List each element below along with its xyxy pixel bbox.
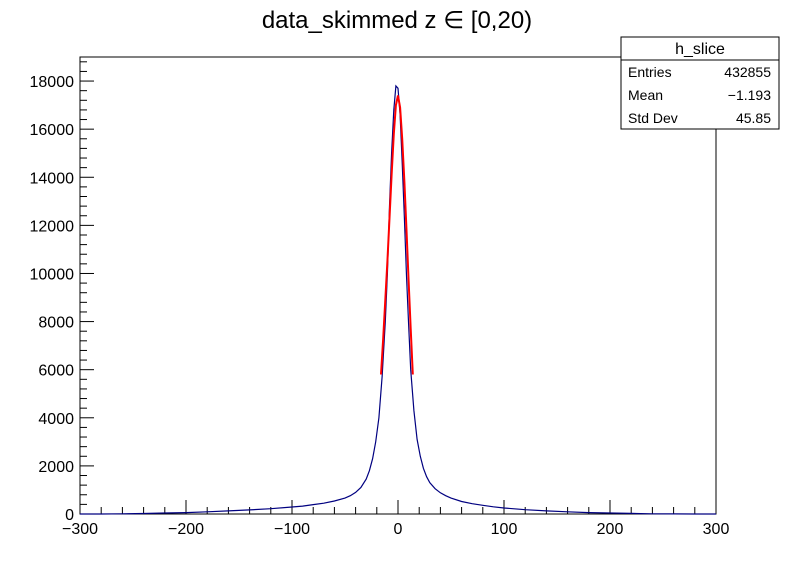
- chart-title: data_skimmed z ∈ [0,20): [262, 7, 532, 34]
- stats-box-title: h_slice: [675, 41, 725, 58]
- x-tick-label: 100: [491, 521, 518, 538]
- stats-mean-value: −1.193: [728, 87, 771, 103]
- y-tick-label: 16000: [30, 122, 75, 139]
- x-tick-label: 300: [703, 521, 730, 538]
- stats-stddev-label: Std Dev: [628, 110, 678, 126]
- y-tick-label: 4000: [38, 411, 74, 428]
- y-tick-label: 12000: [30, 218, 75, 235]
- y-tick-label: 14000: [30, 170, 75, 187]
- histogram-line: [80, 84, 716, 515]
- y-tick-label: 6000: [38, 363, 74, 380]
- x-tick-label: −200: [168, 521, 204, 538]
- stats-mean-label: Mean: [628, 87, 663, 103]
- y-tick-label: 2000: [38, 459, 74, 476]
- stats-box-frame: [620, 36, 780, 130]
- x-axis: −300 −200 −100 0 100 200 300: [62, 500, 729, 538]
- x-tick-label: 0: [394, 521, 403, 538]
- x-tick-label: −100: [274, 521, 310, 538]
- y-axis: 0 2000 4000 6000 8000 10000 12000 14000 16000 180…: [30, 61, 94, 524]
- fit-curve: [380, 95, 414, 375]
- series-group: [80, 84, 716, 515]
- y-tick-label: 18000: [30, 74, 75, 91]
- y-tick-label: 10000: [30, 266, 75, 283]
- x-tick-label: 200: [597, 521, 624, 538]
- stats-entries-label: Entries: [628, 64, 672, 80]
- stats-box: h_slice Entries 432855 Mean −1.193 Std D…: [620, 36, 780, 130]
- stats-stddev-value: 45.85: [736, 110, 771, 126]
- y-tick-label: 0: [65, 507, 74, 524]
- x-tick-label: −300: [62, 521, 98, 538]
- stats-entries-value: 432855: [724, 64, 771, 80]
- plot-frame: [79, 56, 717, 515]
- y-tick-label: 8000: [38, 315, 74, 332]
